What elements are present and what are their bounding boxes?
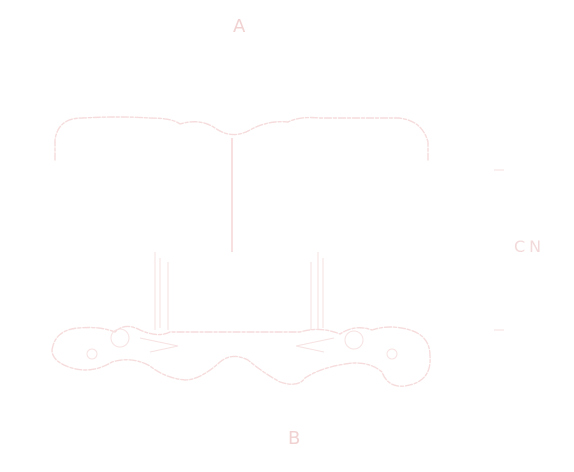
right-bracket — [295, 337, 335, 353]
left-bracket — [139, 337, 179, 353]
lower-beam-outline — [51, 325, 431, 387]
left-column — [154, 252, 169, 330]
right-column — [310, 252, 324, 330]
left-outer-circle — [86, 348, 98, 360]
upper-beam-outline — [54, 116, 429, 161]
label-right: CN — [514, 237, 545, 256]
label-top: A — [233, 16, 246, 37]
right-joint-circle — [344, 330, 364, 350]
right-outer-circle — [386, 348, 398, 360]
label-bottom: B — [288, 428, 300, 449]
left-joint-circle — [110, 328, 130, 348]
